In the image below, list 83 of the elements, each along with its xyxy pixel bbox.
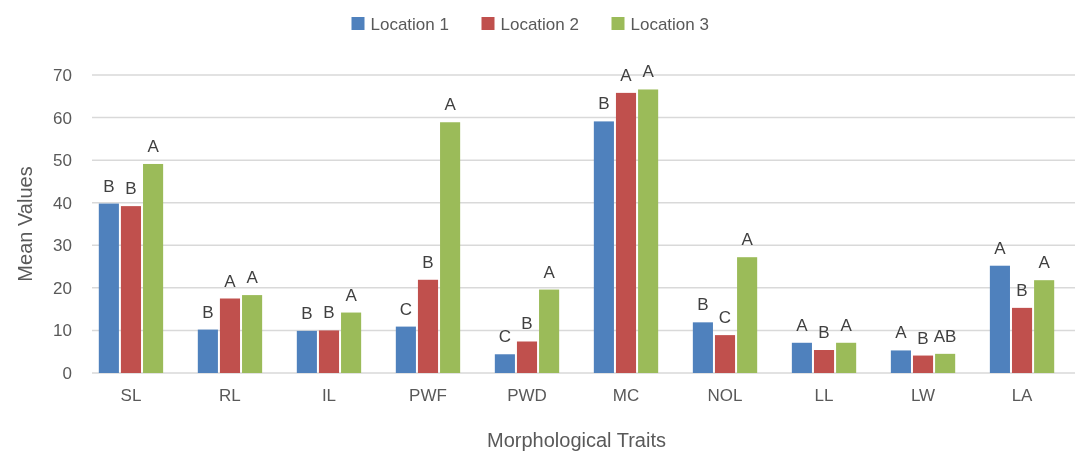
data-label: B <box>125 179 137 199</box>
bar <box>714 335 736 373</box>
bar <box>440 122 461 373</box>
data-label: C <box>718 308 732 328</box>
data-label: B <box>521 314 533 334</box>
y-axis-title: Mean Values <box>14 166 36 282</box>
bar <box>120 206 142 373</box>
data-label: B <box>202 302 214 322</box>
data-label: B <box>323 303 335 323</box>
data-label: A <box>895 323 908 343</box>
bar <box>1011 307 1033 373</box>
data-label: A <box>345 285 358 305</box>
data-label: A <box>224 271 237 291</box>
data-label: A <box>1038 253 1051 273</box>
bar <box>989 265 1010 373</box>
x-tick-label: PWD <box>507 386 547 405</box>
data-label: A <box>543 262 556 282</box>
data-label: B <box>103 176 115 196</box>
bar <box>593 121 614 373</box>
y-tick-label: 20 <box>53 278 72 298</box>
y-tick-label: 10 <box>53 321 72 341</box>
y-tick-label: 60 <box>53 108 72 128</box>
data-label: B <box>1016 280 1028 300</box>
bar <box>638 89 659 373</box>
bar <box>494 354 515 373</box>
x-tick-label: SL <box>120 386 142 405</box>
x-tick-label: LW <box>910 386 936 405</box>
bar <box>890 350 911 373</box>
data-label: C <box>498 327 512 347</box>
bar <box>539 289 560 373</box>
data-label: A <box>994 238 1007 258</box>
data-label: B <box>917 328 929 348</box>
data-label: B <box>697 295 709 315</box>
data-label: B <box>598 94 610 114</box>
bar <box>143 163 164 373</box>
bar <box>395 326 416 373</box>
legend-label: Location 1 <box>370 14 449 34</box>
data-label: AB <box>933 326 957 346</box>
bar <box>417 279 439 373</box>
y-tick-label: 50 <box>53 151 72 171</box>
data-label: A <box>741 230 754 250</box>
legend-label: Location 2 <box>500 14 579 34</box>
data-label: A <box>444 95 457 115</box>
data-label: B <box>301 303 313 323</box>
data-label: C <box>399 299 413 319</box>
bar <box>912 355 934 373</box>
data-label: A <box>642 62 655 82</box>
bar <box>197 329 218 373</box>
y-tick-label: 70 <box>53 65 72 85</box>
bar <box>242 295 263 373</box>
x-tick-label: IL <box>321 386 337 405</box>
x-tick-label: MC <box>612 386 640 405</box>
bar <box>1034 280 1055 373</box>
bar <box>692 322 713 373</box>
bar <box>813 350 835 373</box>
x-tick-label: LL <box>814 386 834 405</box>
y-tick-label: 40 <box>53 193 72 213</box>
bar <box>296 330 317 373</box>
y-tick-label: 30 <box>53 236 72 256</box>
bar <box>836 342 857 373</box>
data-label: B <box>818 323 830 343</box>
legend-label: Location 3 <box>630 14 709 34</box>
data-label: A <box>246 268 259 288</box>
data-label: A <box>796 315 809 335</box>
x-tick-label: PWF <box>409 386 447 405</box>
bar <box>935 353 956 373</box>
data-label: B <box>422 252 434 272</box>
bar <box>791 342 812 373</box>
bar <box>341 312 362 373</box>
data-label: A <box>620 65 633 85</box>
y-tick-label: 0 <box>62 363 72 383</box>
x-axis-title: Morphological Traits <box>487 429 666 451</box>
bar <box>219 298 241 373</box>
x-tick-label: RL <box>219 386 241 405</box>
bar <box>98 203 119 373</box>
data-label: A <box>147 136 160 156</box>
bar <box>516 341 538 373</box>
bar <box>318 330 340 373</box>
bar <box>615 92 637 373</box>
bar <box>737 257 758 373</box>
x-tick-label: NOL <box>707 386 743 405</box>
data-label: A <box>840 315 853 335</box>
x-tick-label: LA <box>1011 386 1034 405</box>
